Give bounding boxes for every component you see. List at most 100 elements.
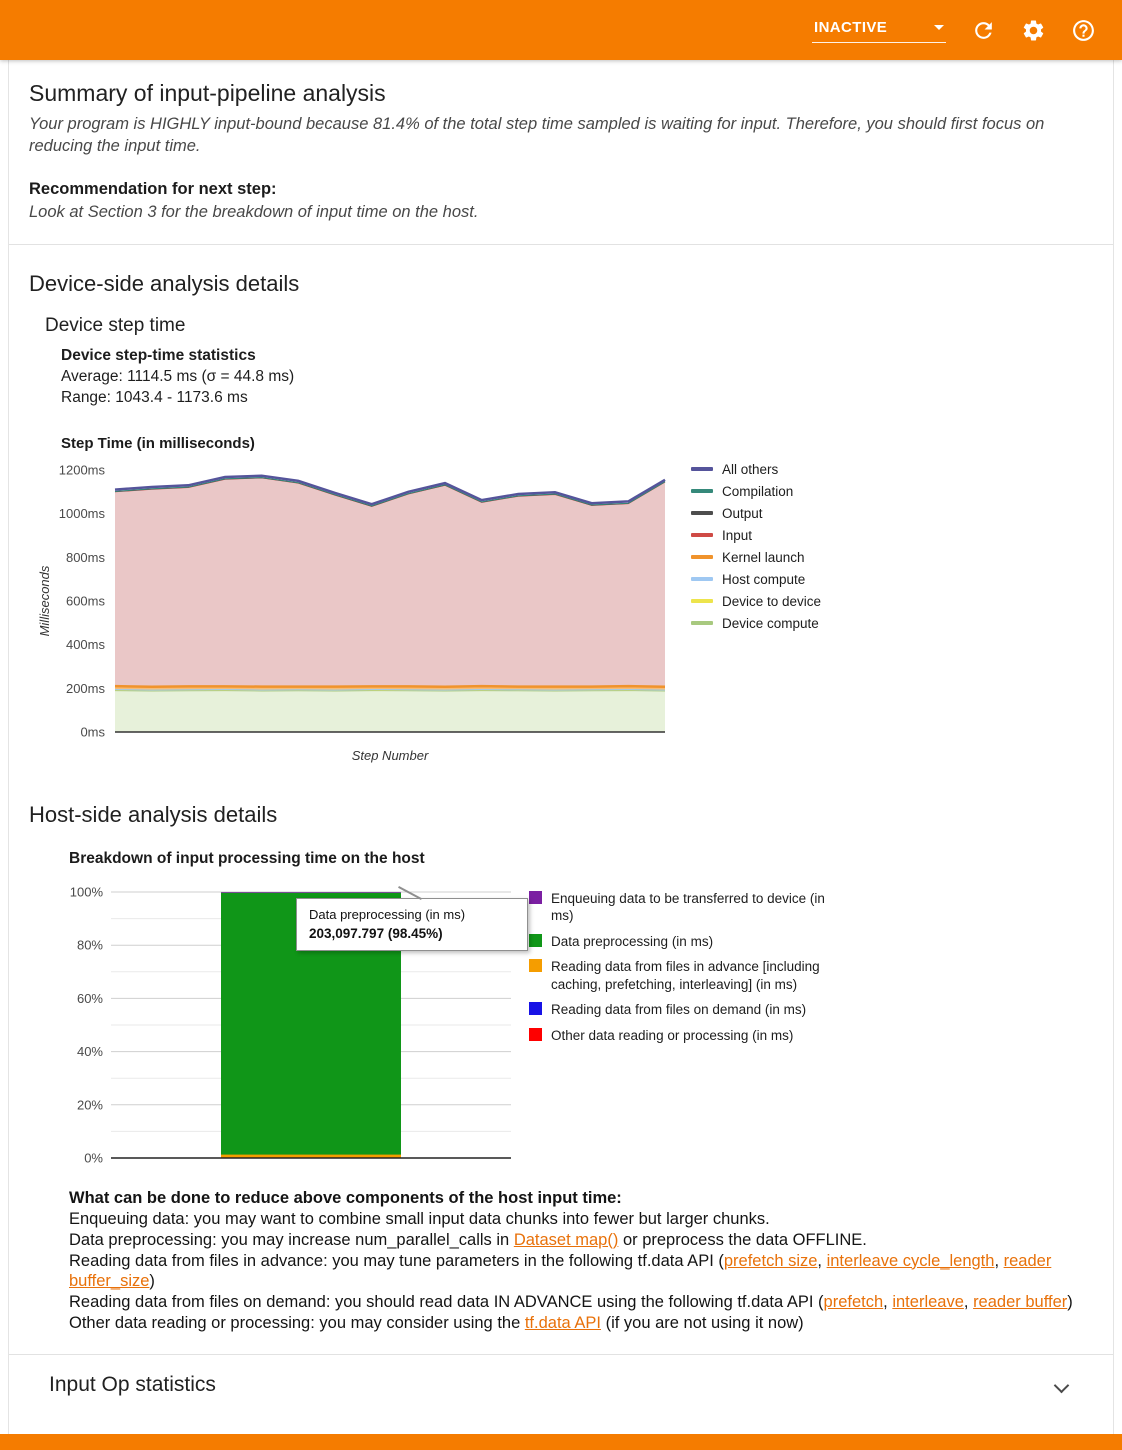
legend-swatch <box>691 511 713 516</box>
chevron-down-icon[interactable] <box>1053 1377 1070 1394</box>
host-advice: What can be done to reduce above compone… <box>69 1188 1111 1335</box>
recommendation-label: Recommendation for next step: <box>29 179 277 198</box>
stats-title: Device step-time statistics <box>61 346 256 364</box>
legend-label: Reading data from files in advance [incl… <box>551 959 820 992</box>
doc-link[interactable]: tf.data API <box>524 1314 601 1333</box>
legend-swatch <box>691 621 713 626</box>
device-step-time-chart: 0ms 200ms 400ms 600ms 800ms 1000ms 1200ms Step … <box>37 462 666 763</box>
svg-text:200ms: 200ms <box>66 680 106 695</box>
legend-item: All others <box>691 462 821 477</box>
svg-text:60%: 60% <box>77 991 103 1006</box>
advice-title: What can be done to reduce above compone… <box>69 1188 622 1207</box>
top-app-bar: INACTIVE <box>0 0 1122 60</box>
divider <box>9 243 1113 245</box>
doc-link[interactable]: reader buffer <box>973 1293 1068 1312</box>
dropdown-caret-icon <box>934 25 944 30</box>
summary-section: Summary of input-pipeline analysis Your … <box>9 60 1113 222</box>
advice-line: Reading data from files on demand: you s… <box>69 1293 1073 1312</box>
svg-text:Milliseconds: Milliseconds <box>37 565 52 636</box>
run-status-dropdown[interactable]: INACTIVE <box>812 17 946 43</box>
device-step-time-title: Device step time <box>45 314 186 336</box>
legend-item: Data preprocessing (in ms) <box>529 933 851 951</box>
legend-label: Compilation <box>722 483 794 499</box>
advice-line: Other data reading or processing: you ma… <box>69 1314 804 1333</box>
doc-link[interactable]: prefetch size <box>723 1251 818 1270</box>
doc-link[interactable]: prefetch <box>823 1293 884 1312</box>
svg-text:80%: 80% <box>77 937 103 952</box>
legend-item: Device compute <box>691 616 821 631</box>
legend-swatch <box>691 577 713 582</box>
legend-label: Other data reading or processing (in ms) <box>551 1027 794 1043</box>
input-op-statistics-header[interactable]: Input Op statistics <box>9 1355 1113 1397</box>
svg-text:1000ms: 1000ms <box>59 506 106 521</box>
divider <box>9 1354 1113 1356</box>
legend-item: Compilation <box>691 484 821 499</box>
host-side-section: Host-side analysis details Breakdown of … <box>9 802 1113 1335</box>
legend-label: Data preprocessing (in ms) <box>551 933 714 949</box>
svg-text:Step Number: Step Number <box>352 748 429 763</box>
host-chart-title: Breakdown of input processing time on th… <box>69 849 425 867</box>
svg-text:0%: 0% <box>84 1150 103 1165</box>
legend-label: Host compute <box>722 571 806 587</box>
summary-text: Your program is HIGHLY input-bound becau… <box>29 115 1045 156</box>
device-chart-legend: All others Compilation Output Input Kernel l… <box>691 462 821 638</box>
legend-swatch <box>691 533 713 538</box>
page-title: Summary of input-pipeline analysis <box>29 80 386 106</box>
doc-link[interactable]: interleave cycle_length <box>826 1251 995 1270</box>
tooltip-title: Data preprocessing (in ms) <box>309 906 466 922</box>
doc-link[interactable]: interleave <box>892 1293 964 1312</box>
legend-label: All others <box>722 461 779 477</box>
legend-item: Enqueuing data to be transferred to devi… <box>529 890 851 925</box>
stats-average: Average: 1114.5 ms (σ = 44.8 ms) <box>61 367 295 385</box>
device-side-section: Device-side analysis details Device step… <box>9 271 1113 776</box>
legend-item: Other data reading or processing (in ms) <box>529 1027 851 1045</box>
svg-text:40%: 40% <box>77 1044 103 1059</box>
legend-swatch <box>691 599 713 604</box>
help-icon[interactable] <box>1070 17 1096 43</box>
legend-label: Device compute <box>722 615 819 631</box>
legend-swatch <box>529 959 542 973</box>
legend-item: Host compute <box>691 572 821 587</box>
legend-item: Kernel launch <box>691 550 821 565</box>
legend-item: Output <box>691 506 821 521</box>
advice-lines: Enqueuing data: you may want to combine … <box>69 1209 1111 1335</box>
host-chart-legend: Enqueuing data to be transferred to devi… <box>529 890 851 1053</box>
device-section-title: Device-side analysis details <box>29 270 300 296</box>
legend-swatch <box>691 555 713 560</box>
step-time-chart-area: 0ms 200ms 400ms 600ms 800ms 1000ms 1200ms Step … <box>35 454 1113 776</box>
doc-link[interactable]: Dataset map() <box>513 1230 619 1249</box>
refresh-icon[interactable] <box>970 17 996 43</box>
recommendation-text: Look at Section 3 for the breakdown of i… <box>29 202 479 221</box>
advice-line: Data preprocessing: you may increase num… <box>69 1230 867 1249</box>
svg-text:100%: 100% <box>70 884 104 899</box>
svg-text:1200ms: 1200ms <box>59 462 106 477</box>
advice-line: Reading data from files in advance: you … <box>69 1251 1052 1291</box>
legend-swatch <box>529 1027 542 1041</box>
svg-text:800ms: 800ms <box>66 549 106 564</box>
legend-swatch <box>529 1002 542 1016</box>
legend-swatch <box>691 489 713 494</box>
gear-icon[interactable] <box>1020 17 1046 43</box>
legend-swatch <box>691 467 713 472</box>
legend-label: Device to device <box>722 593 822 609</box>
svg-text:20%: 20% <box>77 1097 103 1112</box>
run-status-label: INACTIVE <box>814 19 888 36</box>
input-op-statistics-title: Input Op statistics <box>49 1373 216 1397</box>
chart-tooltip: Data preprocessing (in ms) 203,097.797 (… <box>296 885 528 951</box>
stats-range: Range: 1043.4 - 1173.6 ms <box>61 389 248 407</box>
host-section-title: Host-side analysis details <box>29 801 278 827</box>
legend-swatch <box>529 933 542 947</box>
legend-item: Device to device <box>691 594 821 609</box>
host-breakdown-chart-area: 0% 20% 40% 60% 80% 100% Enqueuing data to be … <box>67 882 1113 1174</box>
bottom-bar <box>0 1434 1122 1450</box>
device-step-time-stats: Device step-time statistics Average: 111… <box>61 345 1113 409</box>
legend-label: Reading data from files on demand (in ms… <box>551 1002 807 1018</box>
doc-link[interactable]: reader buffer_size <box>69 1251 1052 1291</box>
tooltip-value: 203,097.797 (98.45%) <box>309 925 443 941</box>
step-time-chart-title: Step Time (in milliseconds) <box>61 434 255 452</box>
legend-item: Reading data from files on demand (in ms… <box>529 1001 851 1019</box>
svg-text:400ms: 400ms <box>66 637 106 652</box>
svg-text:0ms: 0ms <box>80 724 105 739</box>
legend-label: Output <box>722 505 763 521</box>
main-content-panel: Summary of input-pipeline analysis Your … <box>8 60 1114 1434</box>
